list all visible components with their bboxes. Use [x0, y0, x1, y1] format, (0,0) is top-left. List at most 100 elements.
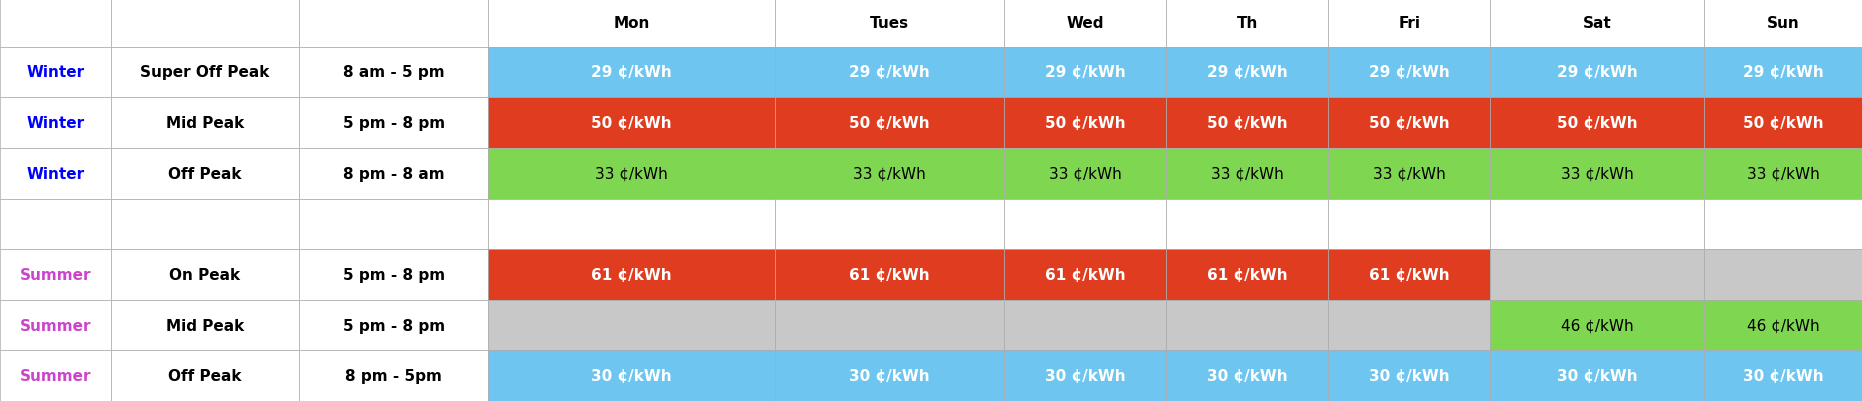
Text: Winter: Winter — [26, 65, 84, 80]
Bar — [300, 199, 488, 249]
Text: 50 ¢/kWh: 50 ¢/kWh — [1743, 116, 1823, 131]
Bar — [0, 300, 110, 350]
Text: Th: Th — [1236, 16, 1259, 31]
Bar — [300, 148, 488, 199]
Text: 29 ¢/kWh: 29 ¢/kWh — [1045, 65, 1125, 80]
Bar — [1166, 48, 1328, 98]
Text: Summer: Summer — [19, 267, 91, 282]
Text: 29 ¢/kWh: 29 ¢/kWh — [1369, 65, 1450, 80]
Bar — [775, 48, 1004, 98]
Bar — [0, 48, 110, 98]
Bar — [300, 300, 488, 350]
Bar — [1328, 350, 1490, 401]
Bar — [775, 0, 1004, 48]
Bar — [1166, 98, 1328, 148]
Text: 33 ¢/kWh: 33 ¢/kWh — [1210, 166, 1283, 181]
Bar — [775, 199, 1004, 249]
Bar — [1490, 249, 1704, 300]
Bar — [0, 350, 110, 401]
Text: 30 ¢/kWh: 30 ¢/kWh — [1369, 368, 1450, 383]
Text: 33 ¢/kWh: 33 ¢/kWh — [1747, 166, 1819, 181]
Bar — [1166, 0, 1328, 48]
Bar — [1328, 249, 1490, 300]
Bar — [488, 249, 775, 300]
Bar — [1490, 300, 1704, 350]
Bar — [1704, 148, 1862, 199]
Bar — [0, 249, 110, 300]
Text: 8 pm - 8 am: 8 pm - 8 am — [343, 166, 445, 181]
Text: 50 ¢/kWh: 50 ¢/kWh — [1207, 116, 1287, 131]
Text: 50 ¢/kWh: 50 ¢/kWh — [1045, 116, 1125, 131]
Bar — [110, 0, 300, 48]
Bar — [1166, 148, 1328, 199]
Text: 29 ¢/kWh: 29 ¢/kWh — [592, 65, 672, 80]
Text: Tues: Tues — [870, 16, 909, 31]
Text: 5 pm - 8 pm: 5 pm - 8 pm — [343, 267, 445, 282]
Bar — [1166, 249, 1328, 300]
Text: Super Off Peak: Super Off Peak — [140, 65, 270, 80]
Bar — [110, 199, 300, 249]
Bar — [1004, 249, 1166, 300]
Bar — [300, 48, 488, 98]
Text: 50 ¢/kWh: 50 ¢/kWh — [592, 116, 672, 131]
Text: 61 ¢/kWh: 61 ¢/kWh — [1207, 267, 1287, 282]
Bar — [1490, 98, 1704, 148]
Bar — [488, 148, 775, 199]
Text: 30 ¢/kWh: 30 ¢/kWh — [1557, 368, 1639, 383]
Bar — [1490, 148, 1704, 199]
Bar — [1166, 199, 1328, 249]
Text: 33 ¢/kWh: 33 ¢/kWh — [596, 166, 668, 181]
Text: 50 ¢/kWh: 50 ¢/kWh — [849, 116, 929, 131]
Text: 46 ¢/kWh: 46 ¢/kWh — [1747, 318, 1819, 333]
Bar — [0, 148, 110, 199]
Text: Winter: Winter — [26, 166, 84, 181]
Text: Off Peak: Off Peak — [168, 368, 242, 383]
Bar — [488, 0, 775, 48]
Bar — [1004, 148, 1166, 199]
Text: 61 ¢/kWh: 61 ¢/kWh — [849, 267, 929, 282]
Text: 46 ¢/kWh: 46 ¢/kWh — [1560, 318, 1633, 333]
Bar — [1328, 300, 1490, 350]
Text: 29 ¢/kWh: 29 ¢/kWh — [1207, 65, 1289, 80]
Bar — [300, 249, 488, 300]
Bar — [488, 300, 775, 350]
Bar — [0, 199, 110, 249]
Text: 61 ¢/kWh: 61 ¢/kWh — [1369, 267, 1450, 282]
Text: On Peak: On Peak — [169, 267, 240, 282]
Bar — [110, 98, 300, 148]
Bar — [1490, 0, 1704, 48]
Bar — [1704, 0, 1862, 48]
Text: Sat: Sat — [1583, 16, 1612, 31]
Text: Mid Peak: Mid Peak — [166, 116, 244, 131]
Bar — [1004, 48, 1166, 98]
Text: 8 pm - 5pm: 8 pm - 5pm — [344, 368, 441, 383]
Bar — [1704, 249, 1862, 300]
Bar — [1166, 350, 1328, 401]
Bar — [1328, 199, 1490, 249]
Bar — [1704, 300, 1862, 350]
Bar — [1004, 300, 1166, 350]
Bar — [1004, 199, 1166, 249]
Text: 50 ¢/kWh: 50 ¢/kWh — [1557, 116, 1639, 131]
Text: Mon: Mon — [614, 16, 650, 31]
Bar — [1490, 48, 1704, 98]
Bar — [1328, 98, 1490, 148]
Bar — [775, 98, 1004, 148]
Bar — [1004, 98, 1166, 148]
Text: 8 am - 5 pm: 8 am - 5 pm — [343, 65, 445, 80]
Text: Wed: Wed — [1067, 16, 1104, 31]
Bar — [300, 98, 488, 148]
Text: 5 pm - 8 pm: 5 pm - 8 pm — [343, 318, 445, 333]
Text: Winter: Winter — [26, 116, 84, 131]
Text: 5 pm - 8 pm: 5 pm - 8 pm — [343, 116, 445, 131]
Text: 33 ¢/kWh: 33 ¢/kWh — [1372, 166, 1445, 181]
Bar — [110, 350, 300, 401]
Text: 61 ¢/kWh: 61 ¢/kWh — [592, 267, 672, 282]
Text: 61 ¢/kWh: 61 ¢/kWh — [1045, 267, 1125, 282]
Text: Fri: Fri — [1398, 16, 1421, 31]
Bar — [1704, 350, 1862, 401]
Text: 30 ¢/kWh: 30 ¢/kWh — [1207, 368, 1287, 383]
Text: 30 ¢/kWh: 30 ¢/kWh — [592, 368, 672, 383]
Bar — [775, 350, 1004, 401]
Text: 30 ¢/kWh: 30 ¢/kWh — [1743, 368, 1823, 383]
